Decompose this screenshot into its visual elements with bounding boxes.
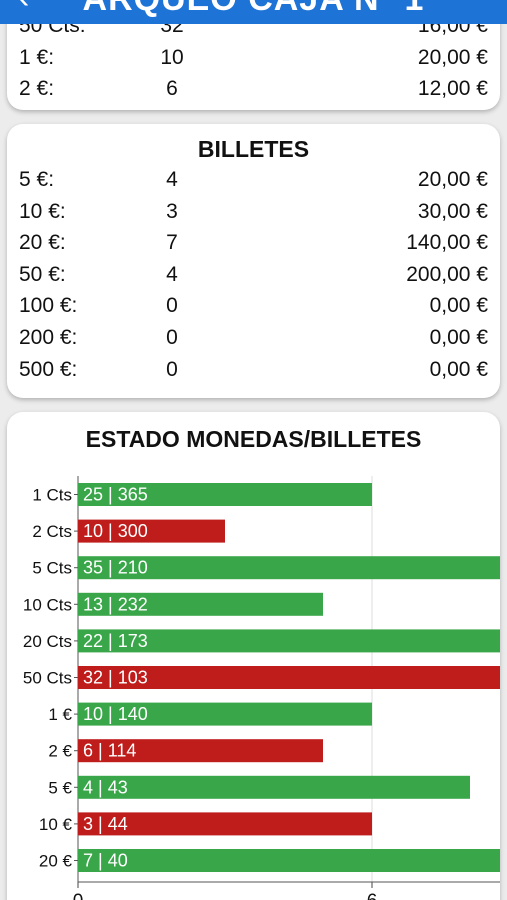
data-label: 10 | 300 bbox=[83, 521, 148, 541]
bar bbox=[78, 483, 372, 506]
table-row: 500 €: 0 0,00 € bbox=[7, 354, 500, 386]
table-row: 50 €: 4 200,00 € bbox=[7, 259, 500, 291]
chart-title: ESTADO MONEDAS/BILLETES bbox=[85, 426, 422, 452]
quantity-value: 6 bbox=[166, 77, 178, 101]
quantity-value: 7 bbox=[166, 231, 178, 255]
data-label: 13 | 232 bbox=[83, 594, 148, 614]
y-tick-label: 2 Cts bbox=[32, 522, 72, 541]
amount-value: 0,00 € bbox=[429, 326, 488, 349]
y-tick-label: 20 Cts bbox=[23, 632, 72, 651]
data-label: 6 | 114 bbox=[83, 741, 136, 761]
amount-value: 140,00 € bbox=[406, 231, 488, 255]
table-row: 2 €: 6 12,00 € bbox=[7, 73, 500, 105]
y-tick-label: 5 € bbox=[48, 778, 72, 797]
data-label: 10 | 140 bbox=[83, 704, 148, 724]
bar bbox=[78, 849, 500, 872]
data-label: 35 | 210 bbox=[83, 558, 148, 578]
denomination-label: 1 €: bbox=[19, 45, 55, 69]
amount-value: 0,00 € bbox=[429, 357, 488, 381]
data-label: 25 | 365 bbox=[83, 485, 148, 505]
data-label: 4 | 43 bbox=[83, 777, 128, 797]
bar bbox=[78, 739, 323, 763]
quantity-value: 0 bbox=[166, 357, 178, 381]
table-row: 10 €: 3 30,00 € bbox=[7, 196, 500, 228]
amount-value: 20,00 € bbox=[417, 168, 488, 191]
denomination-label: 20 €: bbox=[19, 231, 66, 255]
bar bbox=[78, 812, 372, 836]
chart-card: ESTADO MONEDAS/BILLETES 061218241 Cts25 … bbox=[7, 412, 500, 900]
quantity-value: 10 bbox=[160, 45, 184, 69]
denomination-label: 500 €: bbox=[19, 357, 78, 381]
bar bbox=[78, 556, 500, 580]
amount-value: 30,00 € bbox=[417, 199, 488, 223]
amount-value: 0,00 € bbox=[429, 294, 488, 318]
quantity-value: 4 bbox=[166, 262, 178, 286]
bar bbox=[78, 666, 500, 689]
table-row: 1 €: 10 20,00 € bbox=[7, 42, 500, 74]
notes-title: BILLETES bbox=[197, 136, 310, 162]
y-tick-label: 5 Cts bbox=[32, 559, 72, 578]
chevron-back-icon[interactable]: ‹ bbox=[18, 0, 29, 17]
bar bbox=[78, 519, 225, 543]
page-title: ARQUEO CAJA N° 1 bbox=[0, 0, 507, 19]
y-tick-label: 10 € bbox=[39, 815, 73, 834]
bar bbox=[78, 592, 323, 616]
x-tick-label: 6 bbox=[367, 891, 378, 900]
bar bbox=[78, 629, 500, 653]
app-bar: ‹ ARQUEO CAJA N° 1 bbox=[0, 0, 507, 24]
table-row: 200 €: 0 0,00 € bbox=[7, 322, 500, 354]
denomination-label: 5 €: bbox=[19, 168, 55, 191]
notes-card: BILLETES 5 €: 4 20,00 € 10 €: 3 30,00 € 20 €: 7… bbox=[7, 124, 500, 398]
data-label: 3 | 44 bbox=[83, 814, 128, 834]
y-tick-label: 2 € bbox=[48, 742, 72, 761]
amount-value: 200,00 € bbox=[406, 262, 488, 286]
data-label: 7 | 40 bbox=[83, 851, 128, 871]
denomination-label: 100 €: bbox=[19, 294, 78, 318]
denomination-label: 50 €: bbox=[19, 262, 66, 286]
denomination-label: 200 €: bbox=[19, 326, 78, 349]
bar bbox=[78, 702, 372, 726]
y-tick-label: 50 Cts bbox=[23, 669, 72, 688]
y-tick-label: 1 Cts bbox=[32, 486, 72, 505]
quantity-value: 0 bbox=[166, 326, 178, 349]
table-row: 20 €: 7 140,00 € bbox=[7, 227, 500, 259]
quantity-value: 3 bbox=[166, 199, 178, 223]
y-tick-label: 1 € bbox=[48, 705, 72, 724]
bar bbox=[78, 775, 470, 799]
y-tick-label: 20 € bbox=[39, 852, 73, 871]
quantity-value: 0 bbox=[166, 294, 178, 318]
quantity-value: 4 bbox=[166, 168, 178, 191]
x-tick-label: 0 bbox=[73, 891, 84, 900]
table-row: 100 €: 0 0,00 € bbox=[7, 290, 500, 322]
data-label: 22 | 173 bbox=[83, 631, 148, 651]
denomination-label: 2 €: bbox=[19, 77, 55, 101]
amount-value: 20,00 € bbox=[417, 45, 488, 69]
denomination-label: 10 €: bbox=[19, 199, 66, 223]
data-label: 32 | 103 bbox=[83, 668, 148, 688]
table-row: 5 €: 4 20,00 € bbox=[7, 164, 500, 196]
amount-value: 12,00 € bbox=[417, 77, 488, 101]
y-tick-label: 10 Cts bbox=[23, 595, 72, 614]
